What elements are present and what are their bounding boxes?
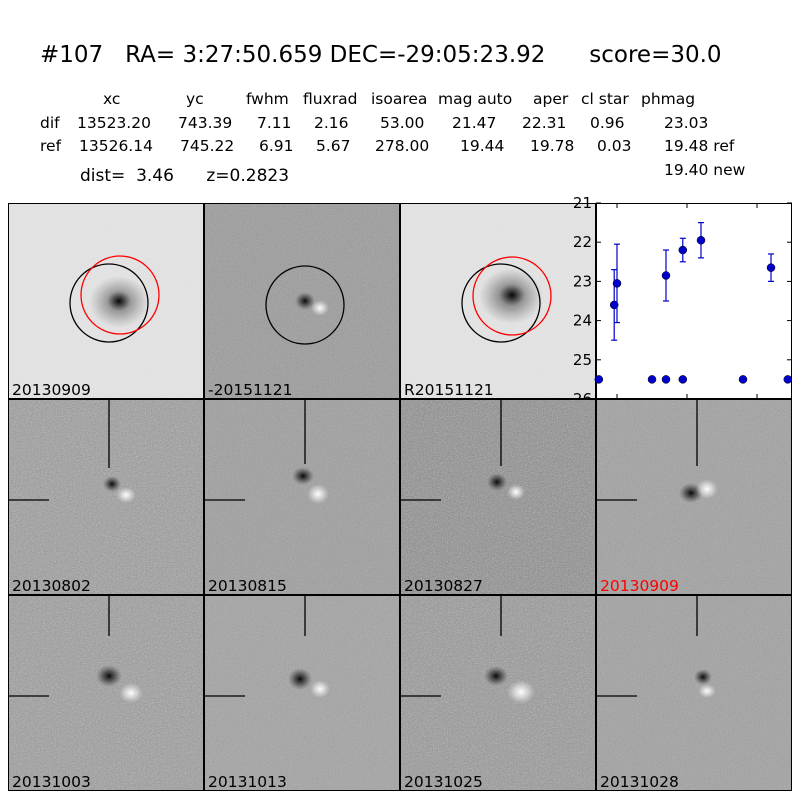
limit-point: [738, 375, 748, 384]
row-dif-clstar: 0.96: [590, 114, 625, 132]
panel-label: 20131013: [208, 773, 287, 791]
col-header-magauto: mag auto: [438, 90, 513, 108]
y-tick-label: 21: [573, 194, 592, 212]
cutout-epoch: 20131025: [400, 595, 596, 791]
limit-point: [661, 375, 671, 384]
limit-point: [647, 375, 657, 384]
cutout-epoch: 20130802: [8, 399, 204, 595]
dist-redshift-line: dist= 3.46 z=0.2823: [80, 166, 290, 186]
panel-label: 20130802: [12, 577, 91, 595]
row-ref-xc: 13526.14: [79, 137, 153, 155]
row-ref-clstar: 0.03: [597, 137, 632, 155]
row-dif-magauto: 21.47: [452, 114, 497, 132]
col-header-aper: aper: [533, 90, 569, 108]
cutout-epoch-highlighted: 20130909: [596, 399, 792, 595]
panel-label: 20130827: [404, 577, 483, 595]
row-dif-isoarea: 53.00: [380, 114, 425, 132]
col-header-fwhm: fwhm: [246, 90, 289, 108]
row-ref-aper: 19.78: [530, 137, 575, 155]
panel-label: 20131028: [600, 773, 679, 791]
row-dif-aper: 22.31: [522, 114, 567, 132]
row-dif-yc: 743.39: [178, 114, 233, 132]
panel-label: R20151121: [404, 381, 494, 399]
cutout-epoch: 20130827: [400, 399, 596, 595]
col-header-clstar: cl star: [581, 90, 629, 108]
limit-point: [678, 375, 688, 384]
col-header-isoarea: isoarea: [371, 90, 428, 108]
y-tick-label: 22: [573, 233, 592, 251]
header-title: #107 RA= 3:27:50.659 DEC=-29:05:23.92 sc…: [40, 42, 722, 68]
y-tick-label: 25: [573, 351, 592, 369]
row-ref-label: ref: [40, 137, 62, 155]
detection-point: [661, 271, 671, 280]
row-ref-magauto: 19.44: [460, 137, 505, 155]
panel-label: 20131003: [12, 773, 91, 791]
cutout-epoch: 20131013: [204, 595, 400, 791]
row-ref-phmag: 19.48 ref: [664, 137, 735, 155]
detection-point: [766, 263, 776, 272]
row-ref-isoarea: 278.00: [375, 137, 430, 155]
detection-point: [696, 235, 706, 245]
row-dif-phmag: 23.03: [664, 114, 709, 132]
light-curve-svg: 212223242526050100: [573, 194, 793, 422]
chart-frame: [596, 203, 792, 399]
limit-point: [594, 375, 604, 384]
panel-label: 20130815: [208, 577, 287, 595]
row-dif-xc: 13523.20: [77, 114, 151, 132]
cutout-epoch: 20130815: [204, 399, 400, 595]
row-dif-fwhm: 7.11: [257, 114, 292, 132]
detection-point: [609, 300, 619, 310]
detection-point: [612, 279, 622, 288]
row-ref-fluxrad: 5.67: [316, 137, 351, 155]
limit-point: [783, 375, 793, 384]
row-dif-label: dif: [40, 114, 60, 132]
row-ref-yc: 745.22: [180, 137, 235, 155]
cutout-epoch: 20131003: [8, 595, 204, 791]
y-tick-label: 23: [573, 272, 592, 290]
col-header-fluxrad: fluxrad: [303, 90, 358, 108]
cutout-epoch: 20131028: [596, 595, 792, 791]
panel-label: 20130909: [12, 381, 91, 399]
detection-point: [678, 245, 688, 255]
row-dif-fluxrad: 2.16: [314, 114, 349, 132]
phmag-new: 19.40 new: [664, 161, 746, 179]
panel-label: -20151121: [208, 381, 293, 399]
cutout-difference-image: -20151121: [204, 203, 400, 399]
cutout-reference-image: R20151121: [400, 203, 596, 399]
col-header-xc: xc: [103, 90, 121, 108]
panel-label: 20131025: [404, 773, 483, 791]
col-header-yc: yc: [186, 90, 204, 108]
light-curve-chart: 212223242526050100: [573, 194, 793, 422]
y-tick-label: 24: [573, 312, 592, 330]
cutout-new-image: 20130909: [8, 203, 204, 399]
col-header-phmag: phmag: [641, 90, 696, 108]
panel-label-highlight: 20130909: [600, 577, 679, 595]
row-ref-fwhm: 6.91: [259, 137, 294, 155]
